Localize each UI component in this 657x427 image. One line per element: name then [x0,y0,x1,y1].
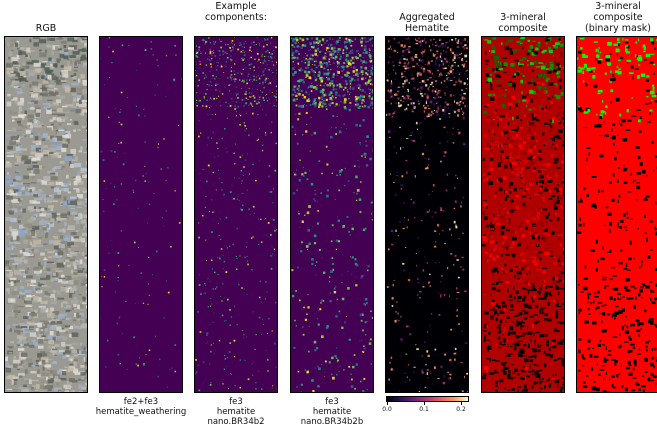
colorbar-tick-2 [461,402,462,405]
fe3-hematite-nano-br34b2-panel [194,36,278,393]
colorbar-tick-label-1: 0.1 [419,406,429,413]
fe3-hematite-nano-br34b2b-panel [290,36,374,393]
colorbar-tick-0 [387,402,388,405]
3-mineral-binary-mask-panel [576,36,657,393]
colorbar-tick-label-0: 0.0 [382,406,392,413]
panel-title-3-mineral-binary-mask: 3-mineral composite (binary mask) [585,1,651,34]
panel-caption-fe2-fe3: fe2+fe3 hematite_weathering [95,397,187,417]
colorbar-tick-label-2: 0.2 [456,406,466,413]
colorbar-tick-1 [424,402,425,405]
magma-colorbar [386,396,469,402]
panel-title-3-mineral-composite: 3-mineral composite [498,12,548,34]
panel-title-rgb: RGB [35,23,57,34]
fe2-fe3-hematite-weathering-panel [99,36,183,393]
panel-caption-fe3-br34b2: fe3 hematite nano.BR34b2 [207,397,265,427]
3-mineral-composite-panel [481,36,565,393]
panel-title-example-components: Example components: [205,1,267,23]
aggregated-hematite-panel [385,36,469,393]
panel-caption-fe3-br34b2b: fe3 hematite nano.BR34b2b [300,397,364,427]
panel-title-aggregated-hematite: Aggregated Hematite [399,12,455,34]
rgb-image-panel [4,36,88,393]
